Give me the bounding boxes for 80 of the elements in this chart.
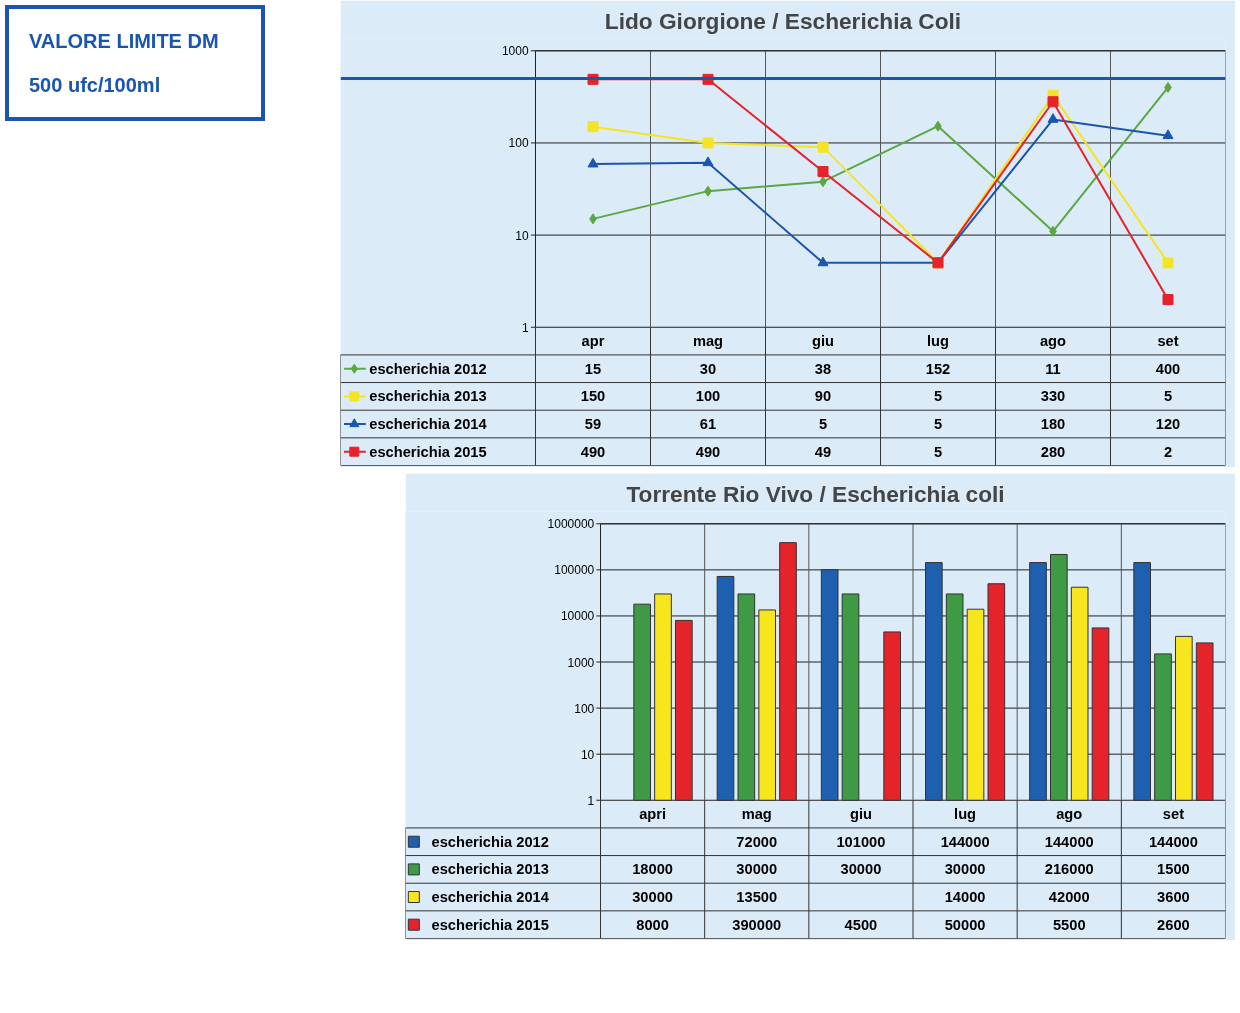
data-label: 101000 — [836, 833, 886, 850]
data-label: 144000 — [1044, 833, 1094, 850]
x-tick-label: mag — [741, 806, 772, 823]
y-tick-label: 100 — [574, 701, 595, 716]
y-tick-label: 100000 — [554, 563, 595, 578]
data-label: 30 — [699, 360, 717, 377]
data-label: 50000 — [944, 916, 986, 933]
data-label: 5500 — [1052, 916, 1086, 933]
data-label: 49 — [814, 443, 832, 460]
x-tick-label: apr — [581, 333, 605, 350]
chart-title: Torrente Rio Vivo / Escherichia coli — [626, 480, 1005, 507]
data-label: 2600 — [1157, 916, 1190, 933]
data-label: 180 — [1040, 416, 1066, 433]
y-tick-label: 10 — [515, 228, 529, 243]
x-tick-label: ago — [1056, 806, 1083, 823]
data-label: 144000 — [1148, 833, 1198, 850]
legend-label: escherichia 2012 — [369, 360, 487, 377]
data-label: 120 — [1155, 416, 1181, 433]
data-label: 61 — [699, 416, 717, 433]
x-tick-label: set — [1162, 806, 1185, 823]
legend-label: escherichia 2013 — [431, 861, 549, 878]
x-tick-label: lug — [954, 806, 977, 823]
legend-label: escherichia 2013 — [369, 388, 487, 405]
data-label: 90 — [814, 388, 832, 405]
data-label: 152 — [925, 360, 951, 377]
data-label: 216000 — [1044, 861, 1094, 878]
data-label: 30000 — [736, 861, 778, 878]
x-tick-label: ago — [1039, 333, 1067, 350]
data-label: 400 — [1155, 360, 1181, 377]
data-label: 5 — [933, 388, 943, 405]
data-label: 30000 — [632, 889, 673, 906]
data-label: 72000 — [736, 833, 778, 850]
ref-line-label: VALORE LIMITE DM 500 ufc/100ml — [5, 5, 265, 121]
y-tick-label: 1000 — [501, 44, 529, 59]
data-label: 59 — [584, 416, 602, 433]
legend-label: escherichia 2014 — [431, 889, 550, 906]
chart-title: Lido Giorgione / Escherichia Coli — [604, 7, 962, 34]
data-label: 280 — [1040, 443, 1066, 460]
data-label: 30000 — [944, 861, 986, 878]
data-label: 5 — [933, 443, 943, 460]
legend-label: escherichia 2014 — [369, 416, 488, 433]
x-tick-label: giu — [812, 333, 834, 350]
y-tick-label: 10000 — [560, 609, 595, 624]
data-label: 13500 — [736, 889, 778, 906]
data-label: 18000 — [632, 861, 673, 878]
data-label: 150 — [580, 388, 606, 405]
y-tick-label: 1 — [587, 793, 595, 808]
y-tick-label: 10 — [580, 747, 595, 762]
data-label: 490 — [580, 443, 606, 460]
data-label: 1500 — [1157, 861, 1190, 878]
legend-label: escherichia 2015 — [431, 916, 549, 933]
x-tick-label: mag — [692, 333, 724, 350]
data-label: 490 — [695, 443, 721, 460]
data-label: 30000 — [840, 861, 882, 878]
data-label: 42000 — [1048, 889, 1090, 906]
data-label: 5 — [1163, 388, 1173, 405]
legend-label: escherichia 2012 — [431, 833, 549, 850]
data-label: 4500 — [844, 916, 878, 933]
data-label: 144000 — [940, 833, 990, 850]
data-label: 3600 — [1157, 889, 1190, 906]
data-label: 14000 — [944, 889, 986, 906]
data-label: 100 — [695, 388, 721, 405]
data-label: 38 — [814, 360, 832, 377]
x-tick-label: giu — [849, 806, 872, 823]
data-label: 5 — [933, 416, 943, 433]
data-label: 15 — [584, 360, 602, 377]
y-tick-label: 1 — [521, 320, 529, 335]
x-tick-label: lug — [927, 333, 949, 350]
data-label: 330 — [1040, 388, 1066, 405]
data-label: 390000 — [732, 916, 782, 933]
data-label: 5 — [818, 416, 828, 433]
data-label: 11 — [1045, 360, 1061, 377]
data-label: 8000 — [636, 916, 669, 933]
x-tick-label: apri — [639, 806, 667, 823]
legend-label: escherichia 2015 — [369, 443, 487, 460]
data-label: 2 — [1163, 443, 1173, 460]
y-tick-label: 100 — [508, 136, 529, 151]
y-tick-label: 1000 — [567, 655, 595, 670]
y-tick-label: 1000000 — [547, 517, 595, 532]
x-tick-label: set — [1157, 333, 1179, 350]
